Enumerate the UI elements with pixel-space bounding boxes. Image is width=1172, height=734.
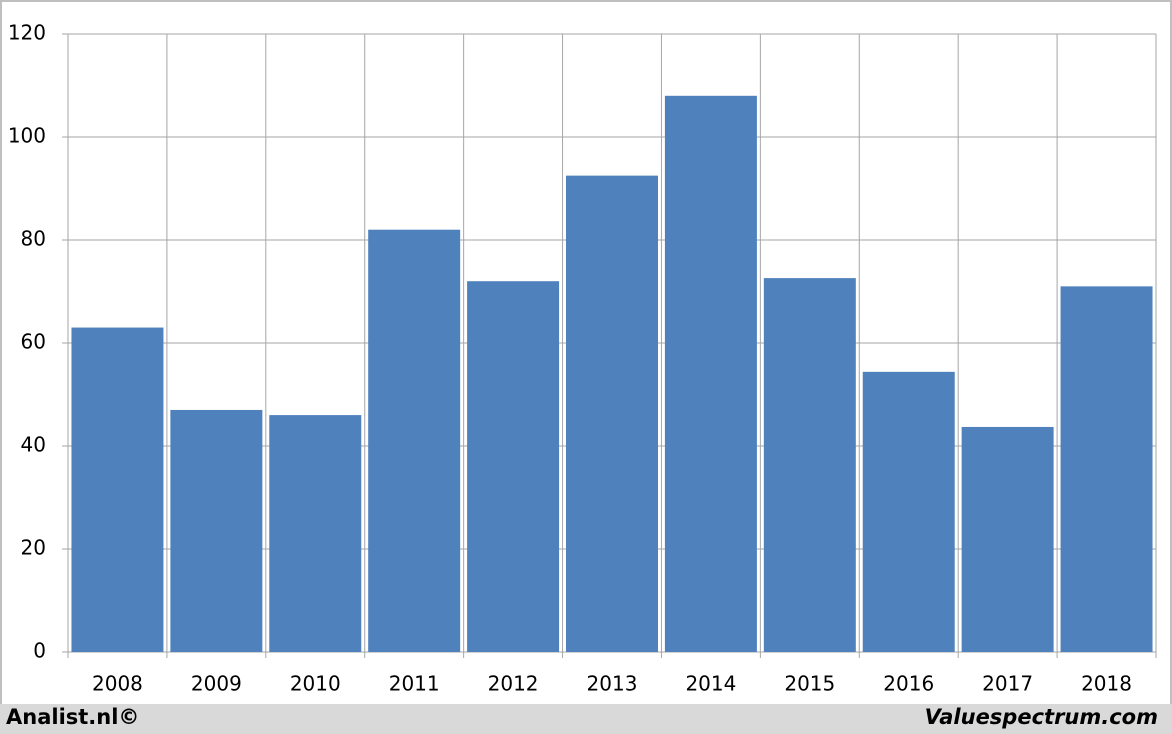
y-tick-label: 40 (21, 433, 46, 457)
bar (368, 229, 461, 652)
y-tick-label: 60 (21, 330, 46, 354)
bar (467, 281, 560, 652)
footer-right: Valuespectrum.com (925, 705, 1158, 729)
y-tick-label: 80 (21, 227, 46, 251)
x-tick-label: 2017 (982, 672, 1033, 696)
x-tick-label: 2015 (784, 672, 835, 696)
x-tick-label: 2008 (92, 672, 143, 696)
x-tick-label: 2018 (1081, 672, 1132, 696)
x-tick-label: 2011 (389, 672, 440, 696)
bar (71, 327, 164, 652)
bar (1060, 286, 1153, 652)
x-tick-label: 2012 (488, 672, 539, 696)
y-tick-label: 120 (8, 21, 46, 45)
footer-left: Analist.nl© (6, 705, 139, 729)
bar (664, 95, 757, 653)
x-tick-label: 2013 (587, 672, 638, 696)
bar (862, 371, 955, 652)
bar (269, 415, 362, 652)
bar (566, 175, 658, 652)
y-tick-label: 100 (8, 124, 46, 148)
y-tick-label: 20 (21, 536, 46, 560)
x-tick-label: 2016 (883, 672, 934, 696)
bar (961, 426, 1054, 652)
y-tick-label: 0 (33, 639, 46, 663)
x-tick-label: 2009 (191, 672, 242, 696)
bar (170, 409, 263, 652)
x-tick-label: 2014 (685, 672, 736, 696)
footer-bar (0, 704, 1172, 734)
x-tick-label: 2010 (290, 672, 341, 696)
bar (763, 278, 856, 652)
